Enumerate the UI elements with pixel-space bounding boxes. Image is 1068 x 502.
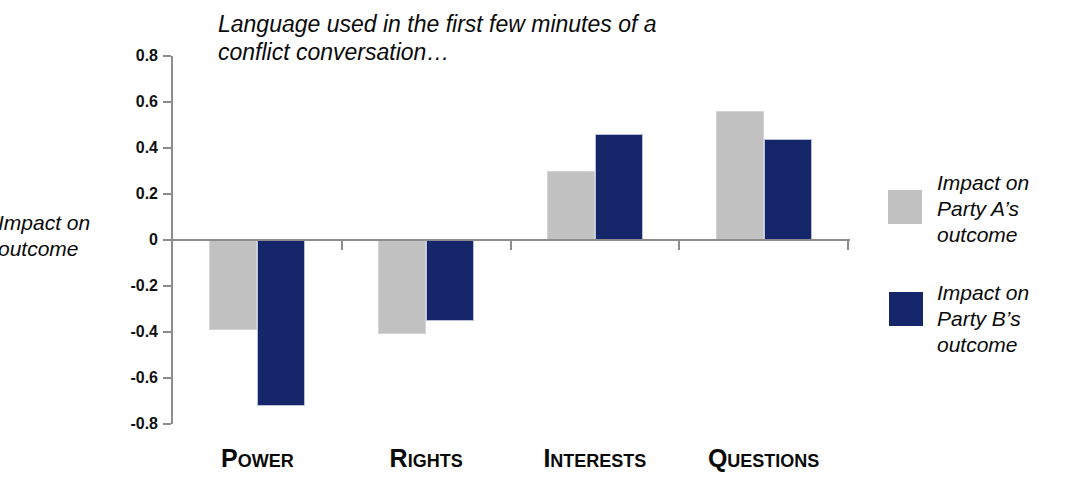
- y-axis-tick: [163, 239, 171, 241]
- category-label-rights: Rights: [341, 444, 511, 473]
- bar-power-party-b: [257, 240, 305, 406]
- chart-title: Language used in the first few minutes o…: [218, 10, 718, 66]
- y-tick-label: -0.6: [58, 367, 158, 389]
- x-axis-tick: [341, 241, 343, 250]
- legend-swatch-party-b: [889, 292, 923, 326]
- y-axis-tick: [163, 55, 171, 57]
- legend-swatch-party-a: [888, 190, 922, 224]
- x-axis-tick: [678, 241, 680, 250]
- bar-power-party-a: [209, 240, 257, 330]
- y-axis-tick: [163, 285, 171, 287]
- y-axis-tick: [163, 423, 171, 425]
- y-tick-label: 0.4: [58, 137, 158, 159]
- legend-label-party-b: Impact on Party B’s outcome: [937, 280, 1067, 358]
- y-tick-label: -0.8: [58, 413, 158, 435]
- y-tick-label: 0.8: [58, 45, 158, 67]
- y-tick-label: 0.6: [58, 91, 158, 113]
- y-tick-label: -0.4: [58, 321, 158, 343]
- bar-rights-party-a: [378, 240, 426, 334]
- bar-questions-party-a: [716, 111, 764, 240]
- bar-interests-party-a: [547, 171, 595, 240]
- y-tick-label: -0.2: [58, 275, 158, 297]
- y-tick-label: 0: [58, 229, 158, 251]
- y-tick-label: 0.2: [58, 183, 158, 205]
- bar-rights-party-b: [426, 240, 474, 321]
- y-axis-tick: [163, 193, 171, 195]
- y-axis-tick: [163, 147, 171, 149]
- bar-questions-party-b: [764, 139, 812, 240]
- bar-chart: Language used in the first few minutes o…: [0, 0, 1068, 502]
- y-axis-tick: [163, 377, 171, 379]
- y-axis-tick: [163, 331, 171, 333]
- x-axis-tick: [510, 241, 512, 250]
- category-label-power: Power: [172, 444, 342, 473]
- category-label-interests: Interests: [510, 444, 680, 473]
- x-axis-tick: [847, 241, 849, 250]
- category-label-questions: Questions: [679, 444, 849, 473]
- bar-interests-party-b: [595, 134, 643, 240]
- legend-label-party-a: Impact on Party A’s outcome: [937, 170, 1067, 248]
- y-axis-tick: [163, 101, 171, 103]
